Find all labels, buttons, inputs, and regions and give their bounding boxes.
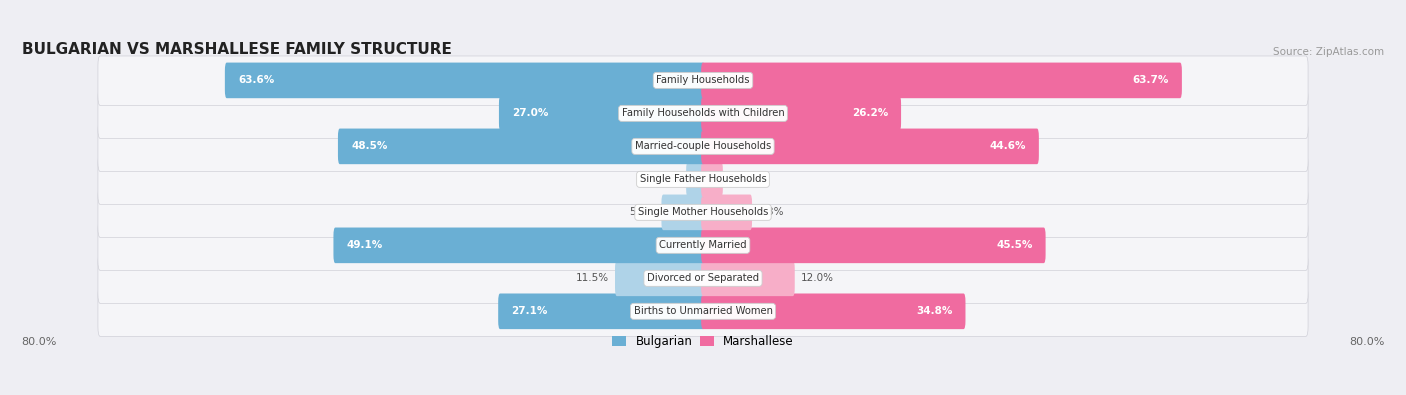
Text: 5.3%: 5.3% [630, 207, 655, 217]
Text: 27.0%: 27.0% [512, 108, 548, 118]
FancyBboxPatch shape [98, 122, 1308, 171]
FancyBboxPatch shape [702, 293, 966, 329]
Text: 2.0%: 2.0% [654, 174, 681, 184]
FancyBboxPatch shape [702, 96, 901, 131]
FancyBboxPatch shape [498, 293, 704, 329]
Text: 2.4%: 2.4% [728, 174, 755, 184]
Text: 80.0%: 80.0% [1350, 337, 1385, 347]
Text: 11.5%: 11.5% [576, 273, 609, 283]
Text: Married-couple Households: Married-couple Households [636, 141, 770, 151]
Text: Currently Married: Currently Married [659, 240, 747, 250]
Text: 63.6%: 63.6% [238, 75, 274, 85]
Text: 27.1%: 27.1% [512, 306, 548, 316]
Text: BULGARIAN VS MARSHALLESE FAMILY STRUCTURE: BULGARIAN VS MARSHALLESE FAMILY STRUCTUR… [21, 42, 451, 57]
FancyBboxPatch shape [98, 254, 1308, 303]
Legend: Bulgarian, Marshallese: Bulgarian, Marshallese [612, 335, 794, 348]
Text: Family Households with Children: Family Households with Children [621, 108, 785, 118]
Text: 45.5%: 45.5% [995, 240, 1032, 250]
Text: 12.0%: 12.0% [800, 273, 834, 283]
FancyBboxPatch shape [499, 96, 704, 131]
FancyBboxPatch shape [702, 261, 794, 296]
FancyBboxPatch shape [702, 62, 1182, 98]
Text: Source: ZipAtlas.com: Source: ZipAtlas.com [1274, 47, 1385, 57]
FancyBboxPatch shape [98, 155, 1308, 205]
Text: Single Mother Households: Single Mother Households [638, 207, 768, 217]
FancyBboxPatch shape [98, 89, 1308, 139]
FancyBboxPatch shape [98, 287, 1308, 337]
Text: Births to Unmarried Women: Births to Unmarried Women [634, 306, 772, 316]
Text: Family Households: Family Households [657, 75, 749, 85]
FancyBboxPatch shape [661, 194, 704, 230]
FancyBboxPatch shape [337, 128, 704, 164]
FancyBboxPatch shape [702, 162, 723, 197]
Text: 48.5%: 48.5% [352, 141, 388, 151]
FancyBboxPatch shape [333, 228, 704, 263]
FancyBboxPatch shape [702, 228, 1046, 263]
Text: 63.7%: 63.7% [1132, 75, 1168, 85]
Text: 6.3%: 6.3% [758, 207, 785, 217]
FancyBboxPatch shape [98, 188, 1308, 237]
Text: 34.8%: 34.8% [915, 306, 952, 316]
Text: 44.6%: 44.6% [990, 141, 1026, 151]
Text: 80.0%: 80.0% [21, 337, 56, 347]
Text: Single Father Households: Single Father Households [640, 174, 766, 184]
FancyBboxPatch shape [686, 162, 704, 197]
FancyBboxPatch shape [702, 128, 1039, 164]
FancyBboxPatch shape [225, 62, 704, 98]
FancyBboxPatch shape [614, 261, 704, 296]
Text: 26.2%: 26.2% [852, 108, 889, 118]
FancyBboxPatch shape [98, 56, 1308, 105]
Text: Divorced or Separated: Divorced or Separated [647, 273, 759, 283]
FancyBboxPatch shape [98, 221, 1308, 271]
Text: 49.1%: 49.1% [346, 240, 382, 250]
FancyBboxPatch shape [702, 194, 752, 230]
